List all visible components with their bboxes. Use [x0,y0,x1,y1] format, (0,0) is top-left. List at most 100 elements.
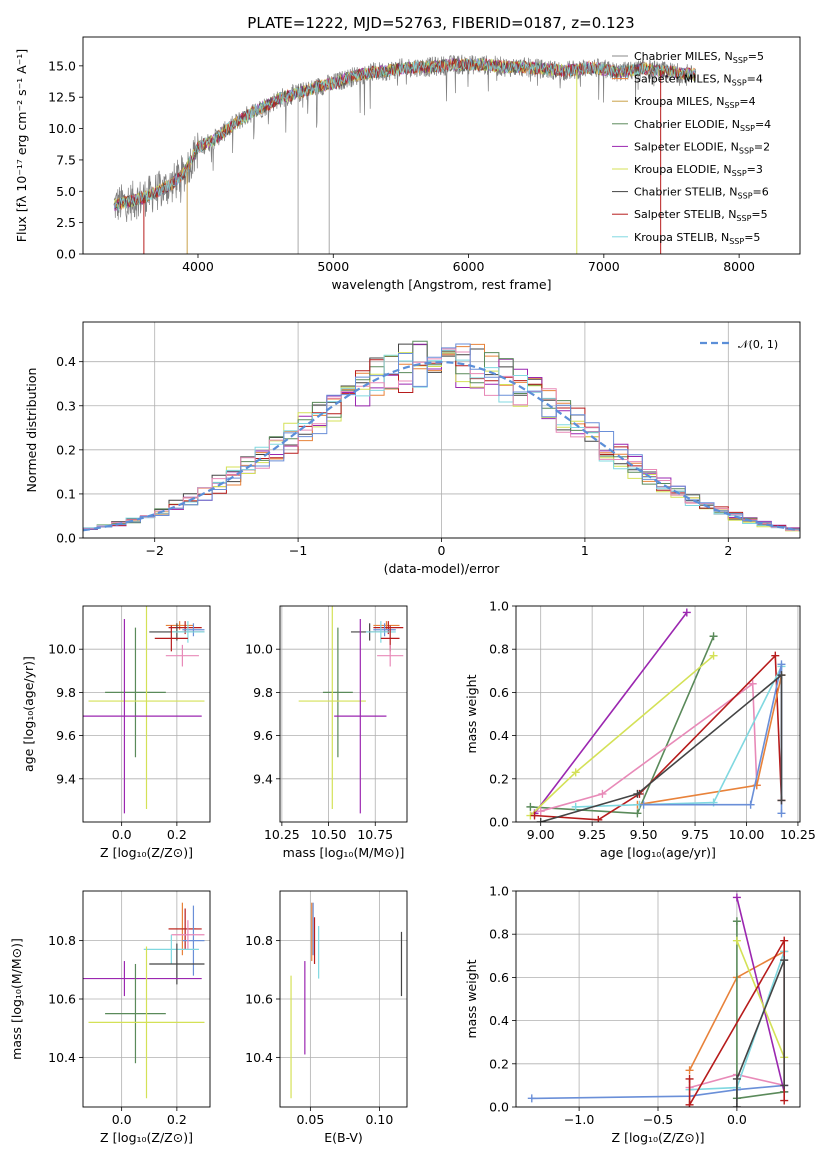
x-tick-label: 5000 [317,259,349,274]
errorbar-point [322,627,353,758]
y-tick-label: 0.0 [489,1100,509,1115]
errorbar-point [298,606,366,810]
x-tick-label: 1 [581,543,589,558]
errorbar-point [88,946,205,1099]
weight-series [732,956,789,1107]
weight-series-marker [771,651,780,660]
y-axis-label: mass weight [464,674,479,753]
errorbar-point [373,623,396,637]
legend-entry-count: =2 [754,140,770,153]
legend-entry-subscript: SSP [738,192,753,201]
errorbar-point [88,606,205,810]
legend-entry-subscript: SSP [729,237,744,246]
y-tick-label: 0.2 [489,771,509,786]
model-spectrum-line [113,57,696,212]
weight-series-marker [780,936,789,945]
axes-frame [82,605,211,823]
x-tick-label: 10.25 [264,827,300,842]
weight-series-marker [777,809,786,818]
y-tick-label: 10.4 [48,1050,76,1065]
model-spectrum-line [113,58,696,209]
x-axis-label: wavelength [Angstrom, rest frame] [331,277,551,292]
weight-series-line [533,612,688,814]
weight-series-marker [633,789,642,798]
mass_weight_vs_Z-panel: −1.0 −0.5 0.0 0.0 0.2 0.4 0.6 0.8 1.0 Z [log₁₀(Z/… [464,884,801,1145]
weight-series-line [575,666,783,808]
errorbar-point [373,621,400,630]
legend-entry-name: Chabrier MILES, N [634,50,733,63]
gaussian-reference-curve [83,360,800,532]
y-tick-label: 9.8 [253,685,273,700]
weight-series-line [643,664,783,814]
mass_vs_ebv-plot-area [290,902,403,1099]
x-tick-label: 10.50 [311,827,347,842]
weight-series-marker [777,796,786,805]
legend-entry-name: Salpeter ELODIE, N [634,140,739,153]
errorbar-point [165,621,194,630]
x-axis-label: Z [log₁₀(Z/Z⊙)] [100,845,193,860]
weight-series-line [534,653,783,821]
y-tick-label: 1.0 [489,599,509,614]
weight-series-marker [526,802,535,811]
y-tick-label: 10.6 [48,992,76,1007]
model-spectrum-line [113,58,696,210]
legend-entry-count: =5 [748,50,764,63]
x-tick-label: −0.5 [643,1112,673,1127]
y-tick-label: 0.6 [489,685,509,700]
weight-series [526,651,718,820]
weight-series-marker [732,936,741,945]
weight-series-marker [536,818,545,822]
model-spectrum-line [113,58,696,209]
legend-entry: Chabrier ELODIE, NSSP=4 [634,118,771,133]
y-tick-label: 9.4 [56,771,76,786]
x-tick-label: 4000 [182,259,214,274]
errorbar-point [171,621,205,643]
legend-entry-name: Kroupa MILES, N [634,95,724,108]
y-tick-label: 0.0 [56,247,76,262]
y-tick-label: 9.6 [253,728,273,743]
weight-series-line [531,1084,785,1100]
weight-series-marker [732,917,741,926]
weight-series-marker [709,651,718,660]
weight-series-marker [780,1096,789,1105]
errorbar-point [83,618,202,814]
model-spectrum-line [113,58,696,212]
errorbar-point [105,627,166,758]
x-tick-label: 9.25 [578,827,606,842]
weight-series [732,893,789,1096]
y-axis-label: Flux [fλ 10⁻¹⁷ erg cm⁻² s⁻¹ A⁻¹] [14,49,29,242]
legend-entry-subscript: SSP [733,56,748,65]
mass_vs_ebv-panel: 0.05 0.10 10.4 10.6 10.8 E(B-V) [245,890,408,1145]
weight-series-marker [685,1100,694,1107]
y-axis-label: mass [log₁₀(M/M⊙)] [9,938,24,1060]
axes-frame [279,605,408,823]
x-tick-label: 0.0 [112,1112,132,1127]
legend-entry: Chabrier STELIB, NSSP=6 [634,186,769,201]
weight-series [526,632,718,818]
weight-series [633,671,786,809]
errorbar-point [168,908,202,950]
model-spectrum-line [113,57,696,210]
figure-title: PLATE=1222, MJD=52763, FIBERID=0187, z=0… [247,14,634,32]
y-tick-label: 10.4 [245,1050,273,1065]
y-tick-label: 9.4 [253,771,273,786]
legend-entry-subscript: SSP [736,214,751,223]
weight-series-marker [732,1074,741,1083]
errorbar-point [143,934,199,964]
y-axis-label: mass weight [464,959,479,1038]
weight-series-marker [777,660,786,669]
y-tick-label: 10.6 [245,992,273,1007]
legend-entry: Salpeter MILES, NSSP=4 [634,73,763,88]
legend-entry-subscript: SSP [740,124,755,133]
weight-series-marker [594,815,603,822]
legend-entry: Salpeter STELIB, NSSP=5 [634,208,768,223]
y-tick-label: 10.0 [245,642,273,657]
y-tick-label: 0.3 [56,398,76,413]
y-tick-label: 0.2 [56,442,76,457]
model-spectrum-line [113,58,696,211]
age_vs_mass-panel: 10.25 10.50 10.75 9.4 9.6 9.8 10.0 mass [log₁₀(… [245,605,408,860]
mass_weight_vs_age-plot-area [526,608,786,822]
x-tick-label: 10.25 [780,827,816,842]
legend-entry-count: =4 [739,95,755,108]
legend-entry: 𝒩(0, 1) [738,338,778,351]
